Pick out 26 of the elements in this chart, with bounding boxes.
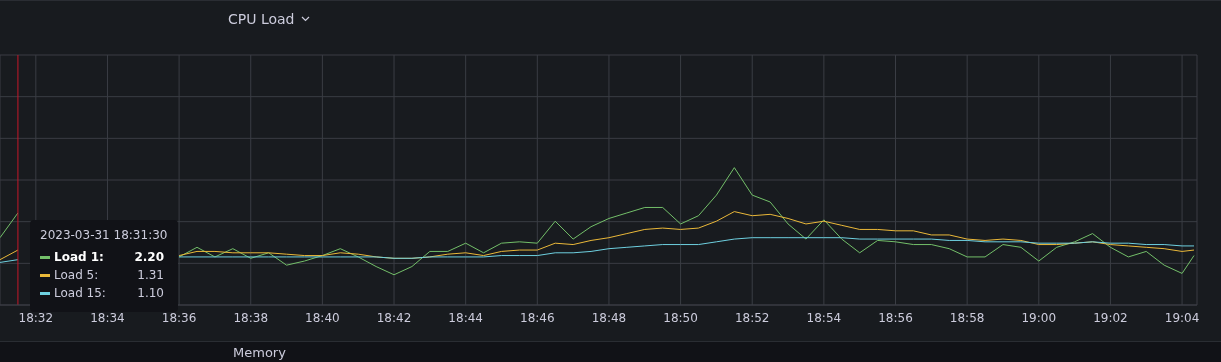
x-tick-label: 18:36 <box>161 310 197 325</box>
legend-label: Load 1: <box>54 250 105 264</box>
annotation: 2023-03-31 18:31:30 <box>40 228 168 242</box>
x-tick-label: 19:00 <box>1021 310 1057 325</box>
annotation: 1.31 <box>136 268 164 282</box>
x-tick-label: 18:44 <box>448 310 483 325</box>
x-tick-label: 18:48 <box>591 310 627 325</box>
x-tick-label: 18:42 <box>376 310 412 325</box>
x-tick-label: 18:58 <box>949 310 985 325</box>
x-tick-label: 18:46 <box>520 310 555 325</box>
chart-title: CPU Load <box>228 11 295 27</box>
x-tick-label: 19:04 <box>1164 310 1200 325</box>
x-tick-label: 19:02 <box>1093 310 1128 325</box>
x-tick-label: 18:38 <box>233 310 269 325</box>
x-tick-label: 18:34 <box>90 310 125 325</box>
x-tick-label: 18:32 <box>18 310 54 325</box>
x-tick-label: 18:54 <box>806 310 842 325</box>
annotation: 1.10 <box>136 286 164 300</box>
legend-label: Load 15: <box>54 286 107 300</box>
x-tick-label: 18:56 <box>878 310 913 325</box>
x-tick-label: 18:52 <box>734 310 770 325</box>
text: Memory <box>233 345 286 360</box>
legend-label: Load 5: <box>54 268 100 282</box>
x-tick-label: 18:40 <box>305 310 340 325</box>
x-tick-label: 18:50 <box>663 310 698 325</box>
annotation: 2.20 <box>133 250 164 264</box>
